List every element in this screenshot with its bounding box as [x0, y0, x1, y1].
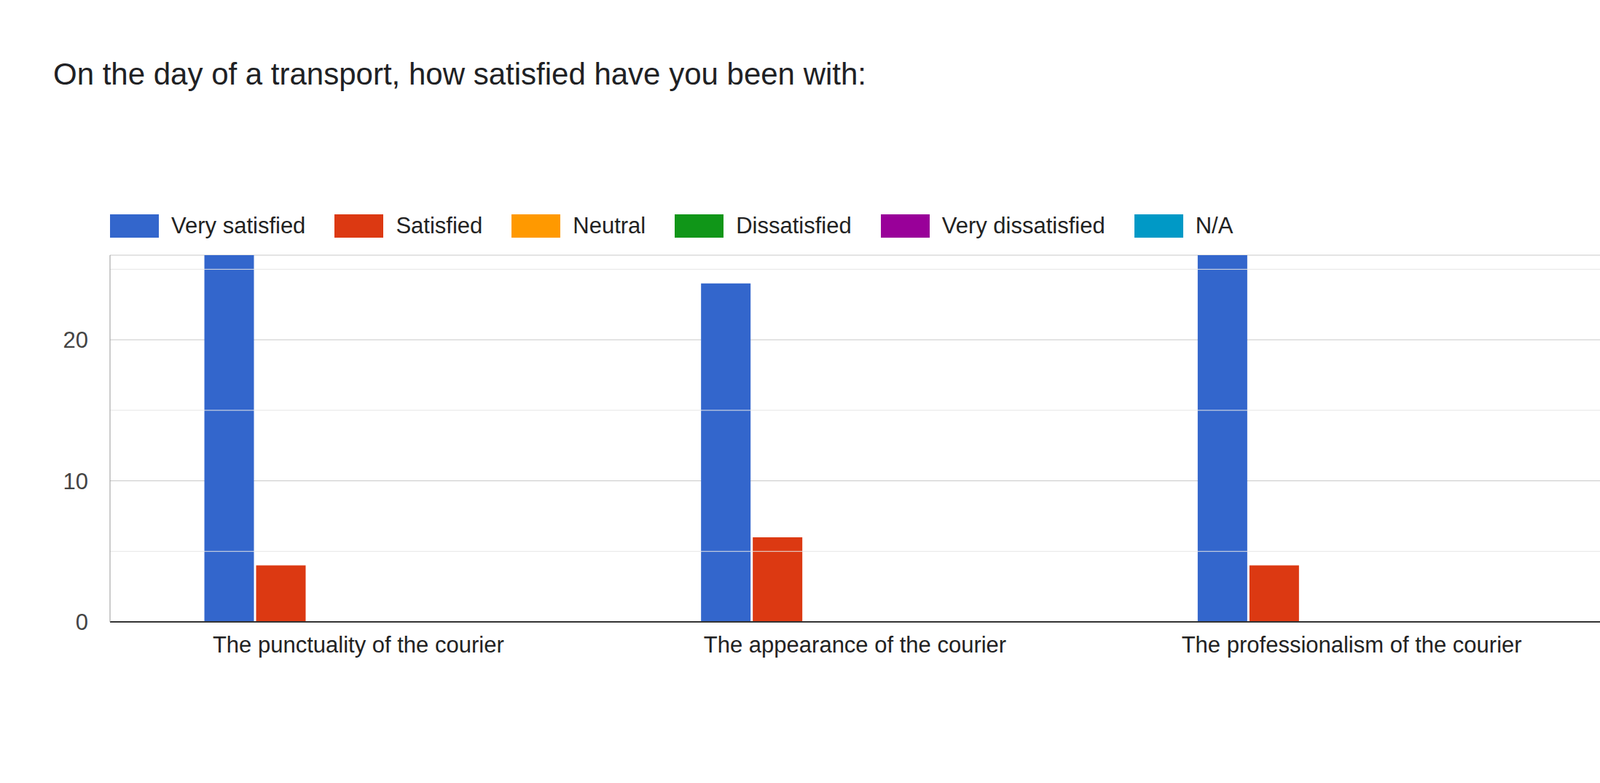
html-text:Very satisfied: Very satisfied [171, 212, 306, 239]
html-text:Dissatisfied: Dissatisfied [736, 212, 852, 239]
html-text:Neutral: Neutral [572, 212, 646, 239]
html-text:Very dissatisfied: Very dissatisfied [941, 212, 1106, 239]
svg-text:20: 20 [63, 327, 89, 353]
svg-text:The appearance of the courier: The appearance of the courier [703, 631, 1007, 658]
svg-text:10: 10 [63, 468, 89, 494]
html-text:N/A: N/A [1195, 212, 1234, 239]
svg-text:The professionalism of the cou: The professionalism of the courier [1181, 631, 1523, 658]
svg-text:The punctuality of the courier: The punctuality of the courier [212, 631, 505, 658]
svg-text:0: 0 [75, 609, 89, 635]
html-text:On the day of a transport, how: On the day of a transport, how satisfied… [53, 56, 867, 92]
html-text:Satisfied: Satisfied [395, 212, 483, 239]
